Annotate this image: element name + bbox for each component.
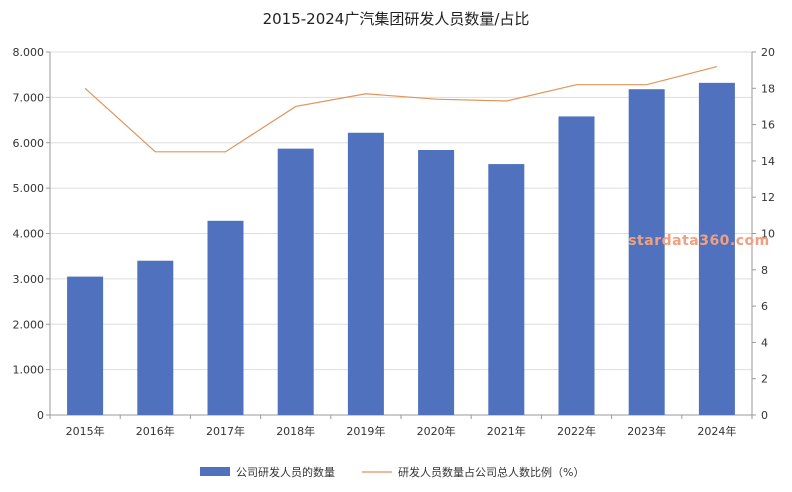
y-left-tick-label: 3.000 (13, 273, 45, 286)
y-right-tick-label: 0 (761, 409, 768, 422)
bar (418, 150, 455, 415)
bar (137, 260, 174, 415)
y-left-tick-label: 4.000 (13, 228, 45, 241)
bar (67, 276, 104, 415)
y-right-tick-label: 4 (761, 336, 768, 349)
bar (277, 148, 314, 415)
y-right-tick-label: 18 (761, 82, 775, 95)
ratio-line (84, 65, 718, 153)
y-left-tick-label: 1.000 (13, 364, 45, 377)
y-left-tick-label: 6.000 (13, 137, 45, 150)
y-left-tick-label: 8.000 (13, 46, 45, 59)
x-tick-label: 2017年 (206, 424, 245, 438)
watermark: stardata360.com (628, 233, 770, 249)
y-left-tick-label: 2.000 (13, 318, 45, 331)
x-tick-label: 2018年 (276, 424, 315, 438)
x-tick-label: 2021年 (487, 424, 526, 438)
legend-label-bar: 公司研发人员的数量 (236, 465, 335, 479)
y-right-tick-label: 8 (761, 264, 768, 277)
x-tick-label: 2022年 (557, 424, 596, 438)
legend-swatch-bar (200, 467, 230, 476)
chart-title: 2015-2024广汽集团研发人员数量/占比 (263, 10, 530, 28)
x-tick-label: 2024年 (697, 424, 736, 438)
y-right-tick-label: 14 (761, 155, 775, 168)
bar (628, 89, 665, 416)
y-left-tick-label: 0 (37, 409, 44, 422)
bar-series (67, 82, 735, 416)
y-right-tick-label: 12 (761, 191, 775, 204)
x-tick-label: 2020年 (417, 424, 456, 438)
bar (558, 116, 595, 416)
x-tick-label: 2023年 (627, 424, 666, 438)
bar (698, 82, 735, 415)
y-right-tick-label: 20 (761, 46, 775, 59)
tick-labels: 0 1.000 2.000 3.000 4.000 5.000 6.000 7.000 8.00… (13, 46, 776, 438)
bar (207, 220, 244, 415)
bar (488, 164, 525, 415)
y-right-tick-label: 10 (761, 228, 775, 241)
legend-label-line: 研发人员数量占公司总人数比例（%） (398, 465, 584, 479)
bar (347, 132, 384, 415)
y-right-tick-label: 2 (761, 373, 768, 386)
y-right-tick-label: 6 (761, 300, 768, 313)
x-tick-label: 2019年 (346, 424, 385, 438)
x-tick-label: 2016年 (136, 424, 175, 438)
y-left-tick-label: 5.000 (13, 182, 45, 195)
x-tick-label: 2015年 (66, 424, 105, 438)
y-right-tick-label: 16 (761, 119, 775, 132)
legend: 公司研发人员的数量 研发人员数量占公司总人数比例（%） (200, 465, 584, 479)
line-series (84, 65, 718, 153)
y-left-tick-label: 7.000 (13, 91, 45, 104)
